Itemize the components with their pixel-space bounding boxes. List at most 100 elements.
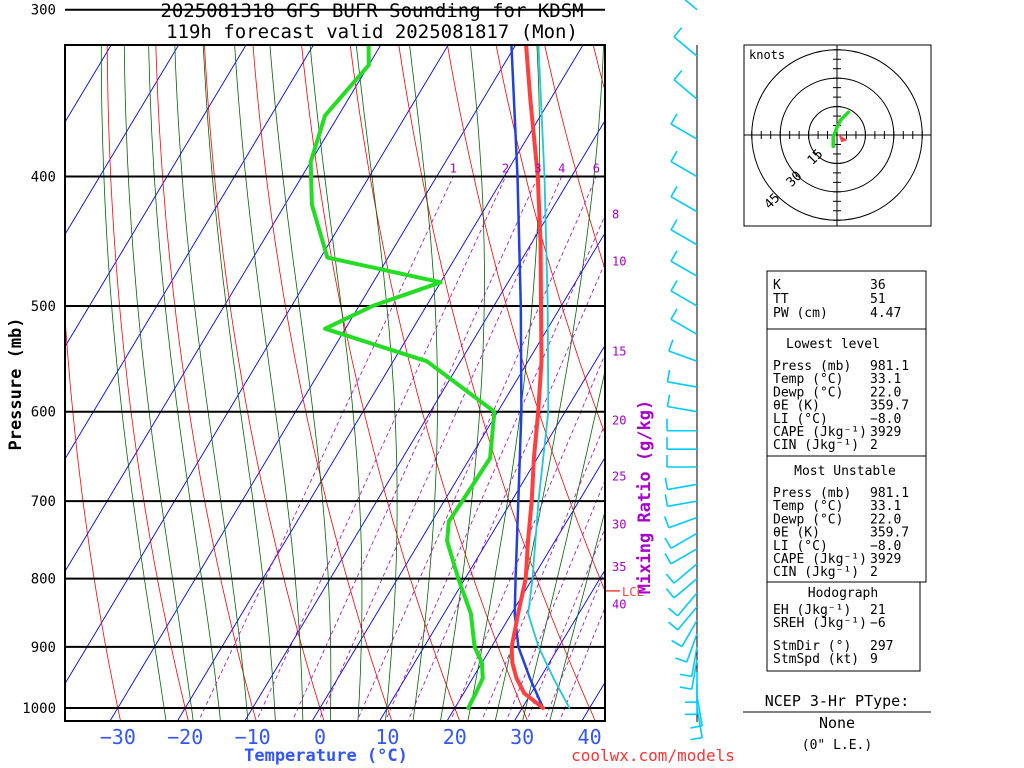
wind-barb	[670, 185, 698, 213]
moist-adiabat-line	[549, 509, 605, 721]
isobar-lines	[65, 8, 605, 709]
dry-adiabat-line	[919, 0, 1024, 736]
wind-barb	[664, 494, 698, 508]
wind-barb	[668, 592, 698, 617]
wind-barb-staff	[670, 160, 698, 178]
temperature-tick-labels: −30 −20 −10 0 10 20 30 40	[100, 725, 602, 749]
mixing-ratio-axis-label: Mixing Ratio (g/kg)	[635, 400, 655, 594]
index-label: EH (Jkg⁻¹)	[773, 603, 851, 618]
wind-barb-flag	[670, 308, 678, 320]
ptype-value: None	[819, 714, 855, 732]
index-label: Temp (°C)	[773, 499, 843, 514]
isotherm-line	[65, 45, 112, 123]
wind-barb-flag	[666, 369, 671, 382]
wind-barb	[666, 455, 697, 468]
wind-barb-staff	[667, 500, 698, 508]
wind-barb-staff	[681, 620, 698, 647]
wind-barb-staff	[677, 592, 698, 617]
wind-barb-staff	[691, 646, 698, 677]
plot-frame	[64, 44, 606, 722]
wind-barb-staff	[668, 350, 698, 363]
mixing-ratio-line	[291, 176, 539, 721]
wind-barb-flag	[664, 494, 669, 507]
wind-barb	[671, 620, 698, 648]
skew-t-background-lines	[65, 0, 1024, 736]
mixing-ratio-line	[449, 353, 605, 721]
index-value: 33.1	[870, 372, 901, 387]
wind-barb-staff	[673, 563, 698, 584]
isotherm-line	[65, 45, 449, 685]
wind-barb	[670, 308, 698, 335]
temperature-tick-label: −10	[235, 725, 271, 749]
mixing-ratio-label: 25	[612, 470, 626, 484]
indices-table: K 36 TT 51 PW (cm) 4.47 Lowest level Press (mb)…	[766, 270, 927, 672]
moist-adiabat-line	[269, 45, 332, 721]
wind-barb-flag	[670, 250, 678, 262]
wind-barb-flag	[668, 339, 674, 352]
isotherm-line	[65, 45, 314, 460]
wind-barb-staff	[670, 532, 698, 550]
index-value: 22.0	[870, 385, 901, 400]
wind-barb-flag	[675, 657, 688, 663]
chart-title-line1: 2025081318 GFS BUFR Sounding for KDSM	[160, 0, 583, 22]
dry-adiabat-line	[495, 45, 605, 436]
mixing-ratio-label: 20	[612, 413, 626, 427]
wind-barb-flag	[670, 185, 678, 198]
temperature-tick-label: 30	[510, 725, 534, 749]
dry-adiabat-line	[203, 45, 325, 721]
sounding-profiles	[308, 45, 571, 710]
wind-barb-flag	[690, 736, 703, 741]
mixing-ratio-label: 2	[502, 162, 509, 176]
wind-barb	[670, 280, 698, 307]
index-label: TT	[773, 292, 789, 307]
dewpoint-profile	[308, 45, 497, 710]
parcel-path	[510, 45, 545, 710]
wind-barb	[666, 437, 697, 450]
hodograph-units-label: knots	[749, 48, 785, 62]
moist-adiabat-line	[355, 45, 398, 721]
moist-adiabat-line	[309, 45, 363, 721]
mixing-ratio-label: 10	[612, 254, 626, 268]
pressure-tick-label: 700	[31, 494, 56, 510]
moist-adiabat-line	[522, 368, 605, 721]
moist-adiabat-line	[202, 45, 276, 721]
mixing-ratio-line	[255, 176, 506, 721]
wind-barb	[679, 659, 698, 690]
index-value: −8.0	[870, 412, 901, 427]
wind-barb	[675, 633, 698, 663]
ptype-header: NCEP 3-Hr PType:	[765, 692, 910, 710]
index-label: θE (K)	[773, 399, 820, 414]
index-value: 51	[870, 292, 886, 307]
wind-barb	[668, 606, 698, 631]
wind-barb-flag	[668, 607, 679, 617]
mixing-ratio-label: 8	[612, 208, 619, 222]
mixing-ratio-label: 30	[612, 518, 626, 532]
wind-barb-flag	[670, 113, 678, 125]
wind-barb-flag	[666, 394, 671, 407]
temperature-tick-label: 0	[314, 725, 326, 749]
isotherm-line	[65, 45, 247, 348]
pressure-tick-labels: 1000900800700600500400300200	[22, 3, 56, 717]
hodograph-ring-label: 45	[762, 191, 784, 213]
isotherm-line	[65, 45, 180, 236]
wind-barb-staff	[670, 229, 698, 246]
most-unstable-header: Most Unstable	[794, 464, 896, 479]
moist-adiabat-line	[234, 45, 304, 721]
dry-adiabat-line	[993, 0, 1024, 736]
isotherm-line	[379, 344, 605, 721]
wind-barb-flag	[690, 725, 703, 729]
ptype-accum: (0" L.E.)	[802, 738, 872, 753]
pressure-tick-label: 800	[31, 572, 56, 588]
index-label: θE (K)	[773, 526, 820, 541]
dry-adiabat-line	[544, 45, 605, 271]
wind-barb-staff	[696, 707, 703, 738]
wind-barb-staff	[670, 260, 698, 277]
index-value: −6	[870, 616, 886, 631]
wind-barb	[673, 70, 698, 100]
index-value: −8.0	[870, 539, 901, 554]
wind-barb	[684, 0, 698, 11]
index-label: SREH (Jkg⁻¹)	[773, 616, 867, 631]
wind-barb-flag	[670, 219, 678, 231]
isotherm-line	[176, 45, 584, 721]
